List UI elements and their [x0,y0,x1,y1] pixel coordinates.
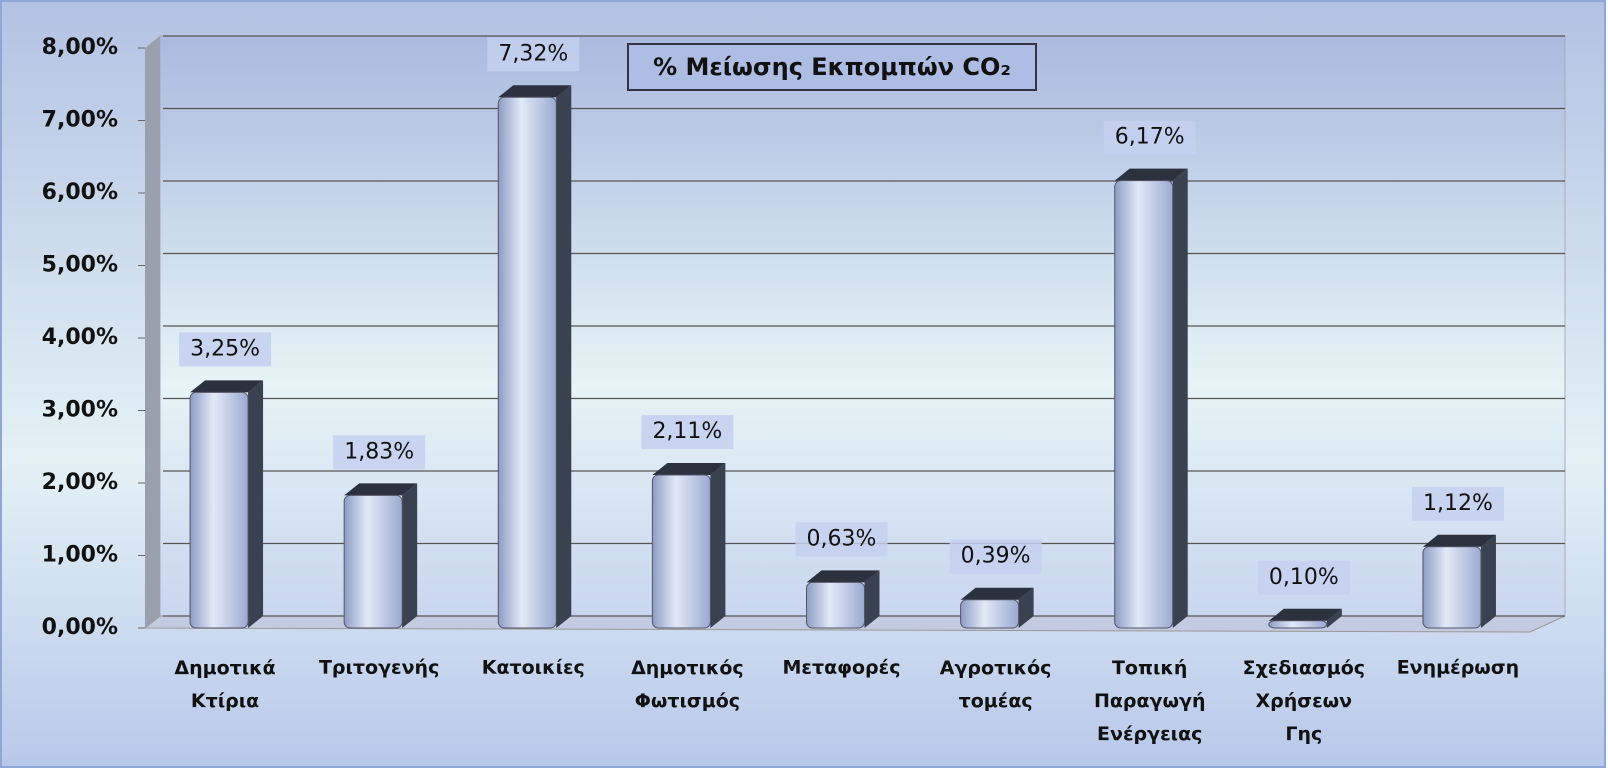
value-label: 1,12% [1411,486,1504,521]
x-tick-label-line: τομέας [959,690,1033,712]
value-label-text: 0,39% [961,544,1031,569]
x-tick-label-line: Φωτισμός [635,690,740,712]
bar [806,581,865,629]
bar [1114,180,1174,629]
x-tick-label-line: Γης [1285,723,1322,745]
bar-top [1268,608,1342,621]
x-tick-label: Τοπική Παραγωγή Ενέργειας [1094,657,1206,745]
bar [960,599,1020,629]
bar [1422,546,1482,629]
value-label-bg [1411,486,1504,521]
x-tick-label: Τριτογενής [319,657,439,679]
x-tick-label-line: Δημοτικά [174,657,275,679]
bar [1268,620,1328,629]
y-tick-label: 7,00% [42,108,118,133]
x-tick-label-line: Αγροτικός [940,657,1052,679]
y-tick-label: 3,00% [42,398,118,423]
bar-side [1326,608,1342,628]
y-tick-label: 8,00% [42,35,118,60]
x-tick-label: Σχεδιασμός Χρήσεων Γης [1243,657,1365,745]
x-tick-label: Ενημέρωση [1397,657,1519,679]
bar-top [652,463,726,476]
bar-top [960,587,1034,600]
value-label-text: 3,25% [190,336,260,361]
value-label-text: 7,32% [498,41,568,66]
bar-side [248,380,264,628]
y-tick-label: 6,00% [42,180,118,205]
title-frame [627,43,1037,91]
value-label: 2,11% [641,415,734,450]
bar-top [806,570,880,583]
value-label: 7,32% [487,37,580,72]
value-label: 0,39% [949,539,1042,574]
value-label-bg [1103,120,1196,155]
x-tick-label-line: Σχεδιασμός [1243,657,1365,679]
chart-title: % Μείωσης Εκπομπών CO₂ [653,53,1011,81]
x-tick-label-line: Ενέργειας [1097,723,1202,745]
value-label: 0,10% [1257,560,1350,595]
value-label: 0,63% [795,522,888,557]
y-tick-label: 2,00% [42,470,118,495]
value-label-bg [487,37,580,72]
bar-top [498,85,572,98]
bar [497,96,557,629]
x-tick-label-line: Παραγωγή [1094,690,1206,712]
bar [189,391,249,629]
value-label-text: 6,17% [1115,125,1185,150]
value-label-text: 0,10% [1269,565,1339,590]
value-label-bg [179,332,272,367]
bar-side [1480,534,1496,628]
x-tick-label-line: Δημοτικός [631,657,744,679]
bar-top [1114,168,1188,181]
bar-side [710,463,726,628]
bar-top [1422,534,1496,547]
y-tick-label: 0,00% [42,615,118,640]
bar [651,474,711,629]
title-box: % Μείωσης Εκπομπών CO₂ [627,43,1037,91]
value-label-bg [641,415,734,450]
value-label: 1,83% [333,435,426,470]
y-tick-label: 5,00% [42,253,118,278]
value-label-bg [795,522,888,557]
value-label-bg [949,539,1042,574]
bar-side [402,483,418,628]
bar-top [190,380,264,393]
bar-side [556,85,572,629]
side-wall [145,36,160,628]
x-tick-label-line: Τοπική [1112,657,1187,679]
value-label: 6,17% [1103,120,1196,155]
bar [343,494,403,629]
bar-side [864,570,880,628]
bar-top [344,483,418,496]
value-label-text: 1,83% [344,439,414,464]
bar-side [1018,587,1034,628]
value-label: 3,25% [179,332,272,367]
value-label-bg [333,435,426,470]
value-label-text: 1,12% [1423,491,1493,516]
x-tick-label: Δημοτικός Φωτισμός [631,657,744,712]
y-tick-label: 4,00% [42,325,118,350]
x-tick-label: Αγροτικός τομέας [940,657,1052,712]
y-tick-label: 1,00% [42,543,118,568]
x-tick-label: Μεταφορές [782,657,900,679]
x-tick-label: Δημοτικά Κτίρια [174,657,275,712]
bar-side [1172,168,1188,629]
x-tick-label-line: Χρήσεων [1256,690,1353,712]
x-tick-label-line: Κτίρια [191,690,259,712]
value-label-bg [1257,560,1350,595]
value-label-text: 2,11% [652,419,722,444]
value-label-text: 0,63% [807,526,877,551]
x-tick-label: Κατοικίες [482,657,585,679]
